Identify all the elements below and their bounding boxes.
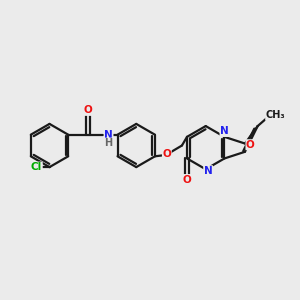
Text: O: O <box>83 105 92 115</box>
Text: H: H <box>104 138 112 148</box>
Text: N: N <box>104 130 113 140</box>
Text: N: N <box>204 166 212 176</box>
Text: O: O <box>163 149 171 159</box>
Text: O: O <box>246 140 255 150</box>
Text: N: N <box>220 127 229 136</box>
Text: CH₃: CH₃ <box>266 110 285 120</box>
Text: Cl: Cl <box>31 162 42 172</box>
Text: O: O <box>183 175 191 184</box>
